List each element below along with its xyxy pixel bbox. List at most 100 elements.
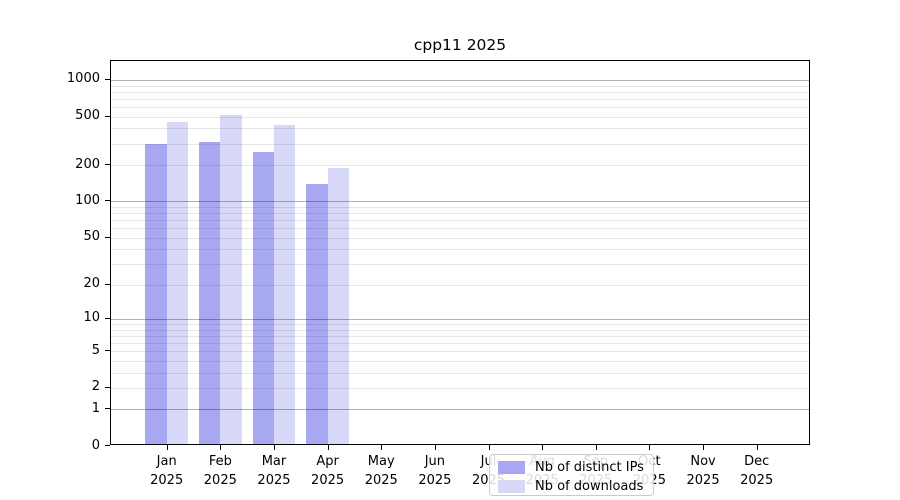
x-tick-month: May bbox=[367, 454, 395, 469]
major-gridline bbox=[111, 409, 809, 411]
x-tick-year: 2025 bbox=[418, 473, 452, 488]
y-tick-label: 500 bbox=[75, 108, 100, 124]
minor-gridline bbox=[111, 351, 809, 353]
minor-gridline bbox=[111, 284, 809, 286]
legend-label: Nb of distinct IPs bbox=[535, 459, 644, 475]
minor-gridline bbox=[111, 324, 809, 325]
major-gridline bbox=[111, 79, 809, 81]
y-tick-label: 100 bbox=[75, 192, 100, 208]
x-tick-year: 2025 bbox=[203, 473, 237, 488]
y-tick-mark bbox=[105, 445, 110, 446]
y-tick-label: 1000 bbox=[66, 71, 100, 87]
y-tick-mark bbox=[105, 78, 110, 80]
x-tick-year: 2025 bbox=[740, 473, 774, 488]
legend-item: Nb of downloads bbox=[490, 477, 653, 495]
major-gridline bbox=[111, 318, 809, 320]
y-tick-label: 50 bbox=[83, 229, 100, 245]
y-tick-mark bbox=[105, 386, 110, 388]
y-tick-mark bbox=[105, 408, 110, 410]
y-tick-mark bbox=[105, 200, 110, 202]
bar-distinct-ips bbox=[145, 144, 167, 444]
bar-downloads bbox=[220, 114, 242, 444]
y-tick-mark bbox=[105, 115, 110, 117]
minor-gridline bbox=[111, 206, 809, 208]
x-tick-label: Apr 2025 bbox=[300, 452, 356, 490]
x-tick-label: Mar 2025 bbox=[246, 452, 302, 490]
x-tick-mark bbox=[756, 445, 758, 450]
x-tick-month: Feb bbox=[208, 454, 232, 469]
y-tick-label: 0 bbox=[91, 437, 100, 453]
x-tick-month: Jun bbox=[424, 454, 446, 469]
minor-gridline bbox=[111, 228, 809, 230]
x-tick-mark bbox=[166, 445, 168, 450]
x-tick-mark bbox=[220, 445, 222, 450]
minor-gridline bbox=[111, 264, 809, 266]
x-tick-month: Nov bbox=[690, 454, 716, 469]
legend-item: Nb of distinct IPs bbox=[490, 458, 653, 476]
y-tick-mark bbox=[105, 164, 110, 165]
bar-downloads bbox=[166, 121, 189, 444]
bar-distinct-ips bbox=[306, 183, 328, 444]
minor-gridline bbox=[111, 116, 809, 118]
minor-gridline bbox=[111, 220, 809, 222]
plot-area: Nb of distinct IPs Nb of downloads bbox=[110, 60, 810, 496]
x-tick-label: Jun 2025 bbox=[407, 452, 463, 490]
minor-gridline bbox=[111, 213, 809, 215]
minor-gridline bbox=[111, 106, 809, 108]
minor-gridline bbox=[111, 165, 809, 166]
minor-gridline bbox=[111, 128, 809, 130]
y-tick-label: 200 bbox=[75, 156, 100, 172]
y-tick-mark bbox=[105, 236, 110, 238]
legend-label: Nb of downloads bbox=[535, 478, 644, 494]
x-tick-mark bbox=[595, 445, 597, 450]
x-tick-year: 2025 bbox=[311, 473, 345, 488]
legend-swatch bbox=[498, 479, 525, 493]
major-gridline bbox=[111, 201, 809, 203]
x-tick-label: Nov 2025 bbox=[675, 452, 731, 490]
y-tick-label: 20 bbox=[83, 276, 100, 292]
minor-gridline bbox=[111, 387, 809, 389]
x-tick-month: Dec bbox=[744, 454, 770, 469]
minor-gridline bbox=[111, 143, 809, 145]
bar-distinct-ips bbox=[252, 151, 274, 444]
y-tick-label: 5 bbox=[91, 342, 100, 358]
x-tick-label: May 2025 bbox=[353, 452, 409, 490]
x-tick-label: Feb 2025 bbox=[192, 452, 248, 490]
x-tick-mark bbox=[488, 445, 490, 450]
y-tick-mark bbox=[105, 317, 110, 319]
x-tick-month: Mar bbox=[261, 454, 287, 469]
minor-gridline bbox=[111, 342, 809, 344]
x-tick-mark bbox=[327, 445, 329, 450]
x-tick-label: Jan 2025 bbox=[139, 452, 195, 490]
x-tick-mark bbox=[703, 445, 705, 450]
x-tick-label: Dec 2025 bbox=[729, 452, 785, 490]
minor-gridline bbox=[111, 85, 809, 87]
x-tick-mark bbox=[381, 445, 383, 450]
minor-gridline bbox=[111, 249, 809, 251]
minor-gridline bbox=[111, 98, 809, 100]
minor-gridline bbox=[111, 91, 809, 93]
y-tick-label: 2 bbox=[91, 379, 100, 395]
x-tick-mark bbox=[649, 445, 651, 450]
x-tick-year: 2025 bbox=[686, 473, 720, 488]
legend: Nb of distinct IPs Nb of downloads bbox=[489, 454, 654, 496]
x-tick-month: Jan bbox=[156, 454, 177, 469]
y-tick-mark bbox=[105, 283, 110, 285]
bar-downloads bbox=[327, 167, 349, 444]
minor-gridline bbox=[111, 329, 809, 331]
minor-gridline bbox=[111, 360, 809, 362]
minor-gridline bbox=[111, 335, 809, 337]
legend-swatch bbox=[498, 460, 525, 474]
x-tick-mark bbox=[273, 445, 275, 450]
bar-downloads bbox=[273, 125, 296, 444]
x-tick-mark bbox=[542, 445, 544, 450]
y-tick-label: 1 bbox=[91, 400, 100, 416]
x-tick-year: 2025 bbox=[257, 473, 291, 488]
x-tick-year: 2025 bbox=[364, 473, 398, 488]
y-tick-label: 10 bbox=[83, 310, 100, 326]
minor-gridline bbox=[111, 372, 809, 374]
x-tick-month: Apr bbox=[316, 454, 339, 469]
chart-title: cpp11 2025 bbox=[413, 36, 507, 54]
minor-gridline bbox=[111, 237, 809, 239]
